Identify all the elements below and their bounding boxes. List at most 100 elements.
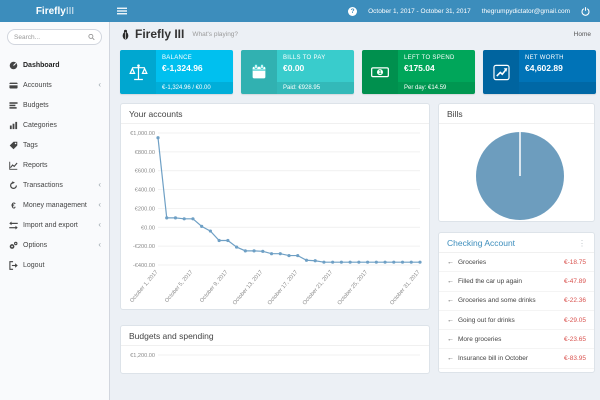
sidebar-item-money-management[interactable]: € Money management ‹: [0, 195, 109, 215]
bar-chart-icon: [8, 121, 19, 130]
app-logo[interactable]: FireflyIII: [0, 6, 110, 17]
withdrawal-arrow-icon: ←: [447, 316, 454, 324]
svg-text:October 5, 2017: October 5, 2017: [164, 269, 194, 304]
breadcrumb[interactable]: Home: [573, 30, 591, 38]
money-icon: 1: [362, 50, 398, 94]
sidebar-search: [7, 29, 102, 45]
transaction-row-insurance-bill-in-october[interactable]: ← Insurance bill in October €-83.95: [439, 349, 594, 369]
transaction-description: Insurance bill in October: [458, 355, 529, 363]
transaction-description: Filled the car up again: [458, 277, 522, 285]
logo-light-text: III: [65, 5, 75, 17]
infobox-net-worth: NET WORTH €4,602.89: [483, 50, 596, 94]
transaction-description: Groceries: [458, 258, 487, 266]
main-content: Firefly III What's playing? Home BALANCE…: [111, 22, 600, 400]
date-range-selector[interactable]: October 1, 2017 - October 31, 2017: [368, 7, 471, 15]
budgets-bar-chart[interactable]: €1,200.00: [122, 347, 428, 374]
chevron-left-icon: ‹: [98, 200, 101, 209]
bills-panel: Bills: [438, 103, 595, 222]
svg-text:€600.00: €600.00: [135, 169, 155, 175]
chevron-left-icon: ‹: [98, 80, 101, 89]
line-chart-icon: [8, 161, 19, 170]
user-email[interactable]: thegrumpydictator@gmail.com: [481, 7, 570, 15]
infobox-left-to-spend: 1 LEFT TO SPEND €175.04 Per day: €14.59: [362, 50, 475, 94]
content-header: Firefly III What's playing? Home: [120, 27, 591, 41]
transaction-description: Groceries and some drinks: [458, 297, 536, 305]
svg-text:€200.00: €200.00: [135, 206, 155, 212]
withdrawal-arrow-icon: ←: [447, 277, 454, 285]
sidebar-item-label: Dashboard: [23, 61, 60, 69]
transaction-row-more-groceries[interactable]: ← More groceries €-23.65: [439, 330, 594, 350]
budgets-panel: Budgets and spending €1,200.00: [120, 325, 430, 374]
svg-text:October 1, 2017: October 1, 2017: [129, 269, 159, 304]
sidebar-item-tags[interactable]: Tags: [0, 135, 109, 155]
transaction-row-groceries-and-some-drinks[interactable]: ← Groceries and some drinks €-22.36: [439, 292, 594, 311]
checking-account-link[interactable]: Checking Account: [447, 238, 516, 248]
svg-text:€1,000.00: €1,000.00: [130, 131, 155, 137]
sidebar-item-label: Reports: [23, 161, 48, 169]
sidebar-item-label: Categories: [23, 121, 57, 129]
top-navbar: FireflyIII ? October 1, 2017 - October 3…: [0, 0, 600, 22]
sidebar: Dashboard Accounts ‹ Budgets Categories Tags R…: [0, 22, 110, 400]
withdrawal-arrow-icon: ←: [447, 258, 454, 266]
infobox-label: LEFT TO SPEND: [404, 55, 455, 61]
infobox-bills-to-pay: BILLS TO PAY €0.00 Paid: €928.95: [241, 50, 354, 94]
logo-bold-text: Firefly: [35, 5, 66, 17]
transaction-amount: €-22.36: [563, 297, 586, 305]
sidebar-item-logout[interactable]: Logout: [0, 255, 109, 275]
sidebar-item-dashboard[interactable]: Dashboard: [0, 55, 109, 75]
transaction-row-groceries[interactable]: ← Groceries €-18.75: [439, 253, 594, 273]
sidebar-item-accounts[interactable]: Accounts ‹: [0, 75, 109, 95]
infobox-footer: €-1,324.96 / €0.00: [156, 82, 233, 94]
sidebar-item-budgets[interactable]: Budgets: [0, 95, 109, 115]
withdrawal-arrow-icon: ←: [447, 355, 454, 363]
sidebar-toggle-button[interactable]: [117, 7, 127, 15]
withdrawal-arrow-icon: ←: [447, 335, 454, 343]
svg-text:€0.00: €0.00: [141, 225, 155, 231]
svg-text:1: 1: [378, 70, 381, 76]
transaction-row-filled-the-car-up-again[interactable]: ← Filled the car up again €-47.89: [439, 272, 594, 292]
page-subtitle: What's playing?: [192, 30, 239, 38]
svg-text:-€200.00: -€200.00: [133, 244, 155, 250]
credit-card-icon: [8, 81, 19, 90]
sidebar-item-label: Logout: [23, 261, 45, 269]
bills-title: Bills: [439, 104, 594, 124]
gears-icon: [8, 241, 19, 250]
svg-text:October 21, 2017: October 21, 2017: [302, 269, 334, 306]
svg-text:October 17, 2017: October 17, 2017: [267, 269, 299, 306]
sidebar-item-transactions[interactable]: Transactions ‹: [0, 175, 109, 195]
sidebar-item-categories[interactable]: Categories: [0, 115, 109, 135]
help-icon[interactable]: ?: [348, 6, 358, 16]
balance-scale-icon: [120, 50, 156, 94]
transaction-description: More groceries: [458, 335, 502, 343]
withdrawal-arrow-icon: ←: [447, 297, 454, 305]
sidebar-item-import-and-export[interactable]: Import and export ‹: [0, 215, 109, 235]
sidebar-item-label: Budgets: [23, 101, 49, 109]
svg-text:€800.00: €800.00: [135, 150, 155, 156]
transaction-row-going-out-for-drinks[interactable]: ← Going out for drinks €-29.05: [439, 311, 594, 331]
accounts-line-chart[interactable]: €1,000.00 €800.00 €600.00 €400.00 €200.00 €0.…: [122, 125, 428, 307]
calendar-icon: [241, 50, 277, 94]
sidebar-item-options[interactable]: Options ‹: [0, 235, 109, 255]
chart-line-icon: [483, 50, 519, 94]
search-input[interactable]: [14, 33, 85, 41]
dashboard-icon: [8, 61, 19, 70]
page-title-text: Firefly III: [135, 27, 185, 41]
sidebar-item-label: Tags: [23, 141, 38, 149]
firefly-bug-icon: [122, 29, 129, 39]
sidebar-item-label: Options: [23, 241, 48, 249]
bills-pie-chart[interactable]: [439, 125, 594, 222]
power-icon: [581, 6, 590, 16]
infobox-balance: BALANCE €-1,324.96 €-1,324.96 / €0.00: [120, 50, 233, 94]
svg-text:€1,200.00: €1,200.00: [130, 353, 155, 359]
transaction-amount: €-29.05: [563, 316, 586, 324]
sidebar-item-reports[interactable]: Reports: [0, 155, 109, 175]
panel-menu-icon[interactable]: ⋮: [578, 238, 586, 248]
repeat-icon: [8, 180, 19, 190]
infobox-footer: Per day: €14.59: [398, 82, 475, 94]
sidebar-item-label: Transactions: [23, 181, 63, 189]
transaction-amount: €-83.95: [563, 355, 586, 363]
infobox-footer: Paid: €928.95: [277, 82, 354, 94]
power-button[interactable]: [581, 6, 590, 16]
tasks-icon: [8, 101, 19, 110]
infobox-value: €175.04: [404, 63, 435, 73]
